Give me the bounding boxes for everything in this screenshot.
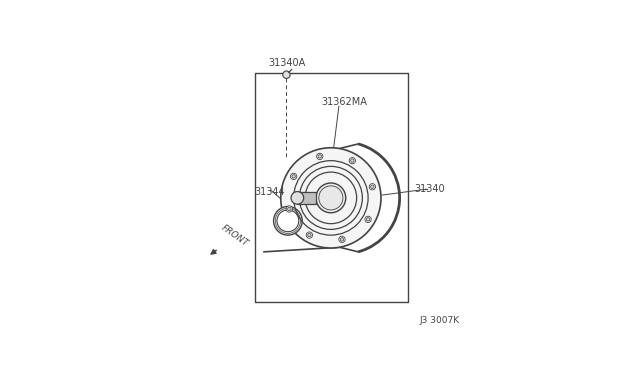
Circle shape <box>283 71 290 78</box>
Circle shape <box>281 148 381 248</box>
Circle shape <box>287 207 291 211</box>
Bar <box>255 73 408 302</box>
Circle shape <box>369 184 376 190</box>
Circle shape <box>349 157 355 164</box>
Circle shape <box>371 185 374 189</box>
Circle shape <box>308 233 311 237</box>
Circle shape <box>340 238 344 241</box>
Circle shape <box>317 153 323 160</box>
Circle shape <box>292 175 296 178</box>
Circle shape <box>291 192 303 204</box>
Circle shape <box>277 210 299 232</box>
Circle shape <box>291 173 297 180</box>
Text: J3 3007K: J3 3007K <box>420 316 460 326</box>
Circle shape <box>306 232 312 238</box>
Text: 31340A: 31340A <box>268 58 305 68</box>
Circle shape <box>351 159 354 163</box>
Circle shape <box>366 218 370 221</box>
Circle shape <box>273 206 302 235</box>
Text: 31344: 31344 <box>254 187 285 197</box>
Circle shape <box>318 155 321 158</box>
Circle shape <box>286 206 292 212</box>
Circle shape <box>339 236 345 243</box>
Text: 31340: 31340 <box>414 184 445 194</box>
Circle shape <box>316 183 346 213</box>
Circle shape <box>365 216 371 222</box>
Text: 31362MA: 31362MA <box>321 97 367 107</box>
Bar <box>298 192 316 204</box>
Text: FRONT: FRONT <box>220 223 250 248</box>
